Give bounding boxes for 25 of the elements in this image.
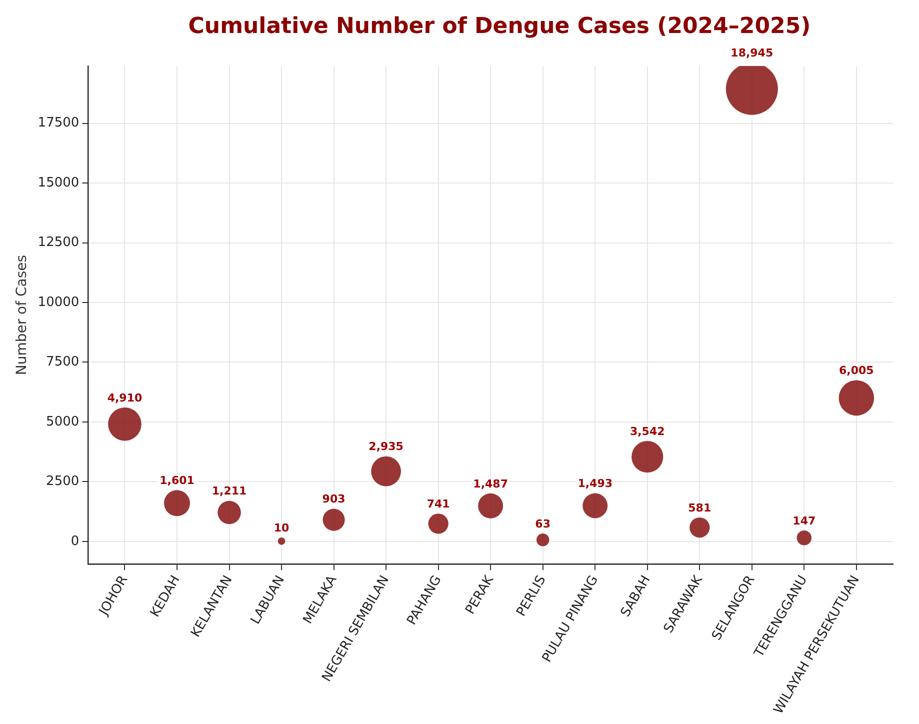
y-tick-label: 17500 xyxy=(38,116,80,131)
data-label: 741 xyxy=(426,497,450,510)
data-label: 2,935 xyxy=(368,440,404,454)
data-label: 3,542 xyxy=(630,424,665,438)
data-label: 4,910 xyxy=(107,391,142,404)
data-label: 1,493 xyxy=(578,477,612,490)
y-axis-title: Number of Cases xyxy=(14,254,30,376)
data-label: 1,601 xyxy=(160,474,194,488)
chart-title: Cumulative Number of Dengue Cases (2024–2025) xyxy=(187,14,812,39)
data-label: 147 xyxy=(792,514,816,528)
data-label: 63 xyxy=(535,517,550,530)
y-tick-label: 12500 xyxy=(38,235,80,250)
y-tick-label: 10000 xyxy=(38,294,80,310)
data-label: 1,487 xyxy=(473,477,508,490)
y-tick-label: 2500 xyxy=(46,474,80,490)
y-tick-label: 7500 xyxy=(46,354,80,370)
data-label: 10 xyxy=(274,521,290,534)
data-label: 6,005 xyxy=(839,364,874,378)
data-label: 903 xyxy=(322,492,346,506)
y-tick-label: 15000 xyxy=(38,175,80,190)
data-label: 1,211 xyxy=(212,484,247,498)
data-label: 18,945 xyxy=(730,46,774,60)
data-label: 581 xyxy=(688,501,712,514)
y-tick-label: 0 xyxy=(70,534,80,549)
y-tick-label: 5000 xyxy=(46,414,80,430)
